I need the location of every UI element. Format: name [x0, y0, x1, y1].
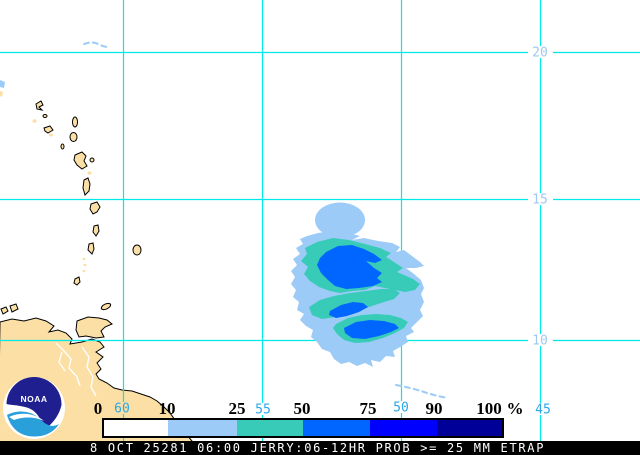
prob-contour-50-lower — [344, 320, 399, 339]
label-mask — [532, 403, 553, 415]
prob-contour-50-streak — [329, 302, 368, 318]
bathymetry-dash — [395, 384, 449, 399]
lon-label-50: 50 — [393, 401, 409, 416]
label-mask — [391, 401, 412, 413]
island — [72, 116, 78, 128]
prob-contour-10-ellipse — [315, 202, 365, 238]
bathymetry-dash — [83, 41, 109, 48]
grid-labels: 20 15 10 60 55 50 45 — [112, 46, 553, 418]
island-st-vincent — [87, 242, 95, 255]
lat-label-20: 20 — [532, 46, 548, 61]
island — [69, 132, 78, 142]
colorbar-segment-25-50 — [237, 419, 303, 437]
colorbar-tick-50: 50 — [294, 399, 311, 418]
tobago-island — [100, 302, 112, 311]
colorbar-tick-90: 90 — [426, 399, 443, 418]
colorbar-segment-50-75 — [303, 419, 370, 437]
island — [82, 257, 86, 261]
island-barbados — [132, 244, 142, 256]
island — [60, 143, 65, 150]
colorbar-border — [102, 418, 504, 438]
lat-label-10: 10 — [532, 334, 548, 349]
bathymetry-dashes — [83, 41, 449, 399]
status-bar: 8 OCT 25281 06:00 JERRY:06-12HR PROB >= … — [0, 441, 640, 455]
noaa-logo-gull-icon — [9, 413, 44, 421]
prob-contour-50-upper — [317, 245, 382, 289]
colorbar-segment-75-90 — [370, 419, 437, 437]
araya-peninsula — [9, 303, 19, 313]
island — [89, 157, 95, 163]
colorbar-tick-25: 25 — [229, 399, 246, 418]
island — [83, 263, 87, 267]
island-dominica — [82, 177, 91, 196]
island — [35, 100, 44, 111]
label-mask — [528, 193, 553, 205]
island-guadeloupe — [73, 151, 88, 170]
shallow-bank-fragment — [0, 80, 5, 88]
lon-label-55: 55 — [255, 403, 271, 418]
island — [43, 125, 54, 134]
label-mask — [112, 402, 133, 414]
colorbar-tick-100: 100 — [476, 399, 502, 418]
lat-label-15: 15 — [532, 193, 548, 208]
probability-contours — [291, 202, 424, 367]
land-fragment — [0, 91, 3, 97]
colorbar-segment-0-10 — [103, 419, 168, 437]
island-grenada — [73, 276, 81, 286]
margarita-island — [0, 306, 9, 315]
trinidad-island — [75, 316, 113, 339]
lesser-antilles-islands — [32, 100, 142, 286]
label-mask — [528, 334, 553, 346]
island-st-lucia — [92, 224, 100, 237]
island — [32, 119, 37, 123]
colorbar-tick-75: 75 — [360, 399, 377, 418]
rivers — [55, 342, 97, 397]
colorbar-segment-90-100 — [437, 419, 503, 437]
island — [42, 114, 48, 118]
label-mask — [528, 46, 553, 58]
colorbar: 0 10 25 50 75 90 100 % — [94, 399, 524, 438]
colorbar-tick-0: 0 — [94, 399, 103, 418]
colorbar-tick-10: 10 — [159, 399, 176, 418]
noaa-logo: NOAA — [3, 376, 65, 439]
island — [49, 133, 53, 137]
noaa-logo-text: NOAA — [20, 394, 47, 404]
noaa-logo-sky — [6, 376, 62, 430]
lon-label-60: 60 — [114, 402, 130, 417]
status-text: 8 OCT 25281 06:00 JERRY:06-12HR PROB >= … — [90, 441, 545, 455]
island-martinique — [89, 201, 101, 215]
lon-label-45: 45 — [535, 403, 551, 418]
island — [82, 269, 86, 273]
label-mask — [253, 403, 274, 415]
status-bar-background — [0, 441, 640, 455]
colorbar-unit: % — [507, 399, 524, 418]
island — [87, 171, 92, 175]
colorbar-segment-10-25 — [168, 419, 237, 437]
